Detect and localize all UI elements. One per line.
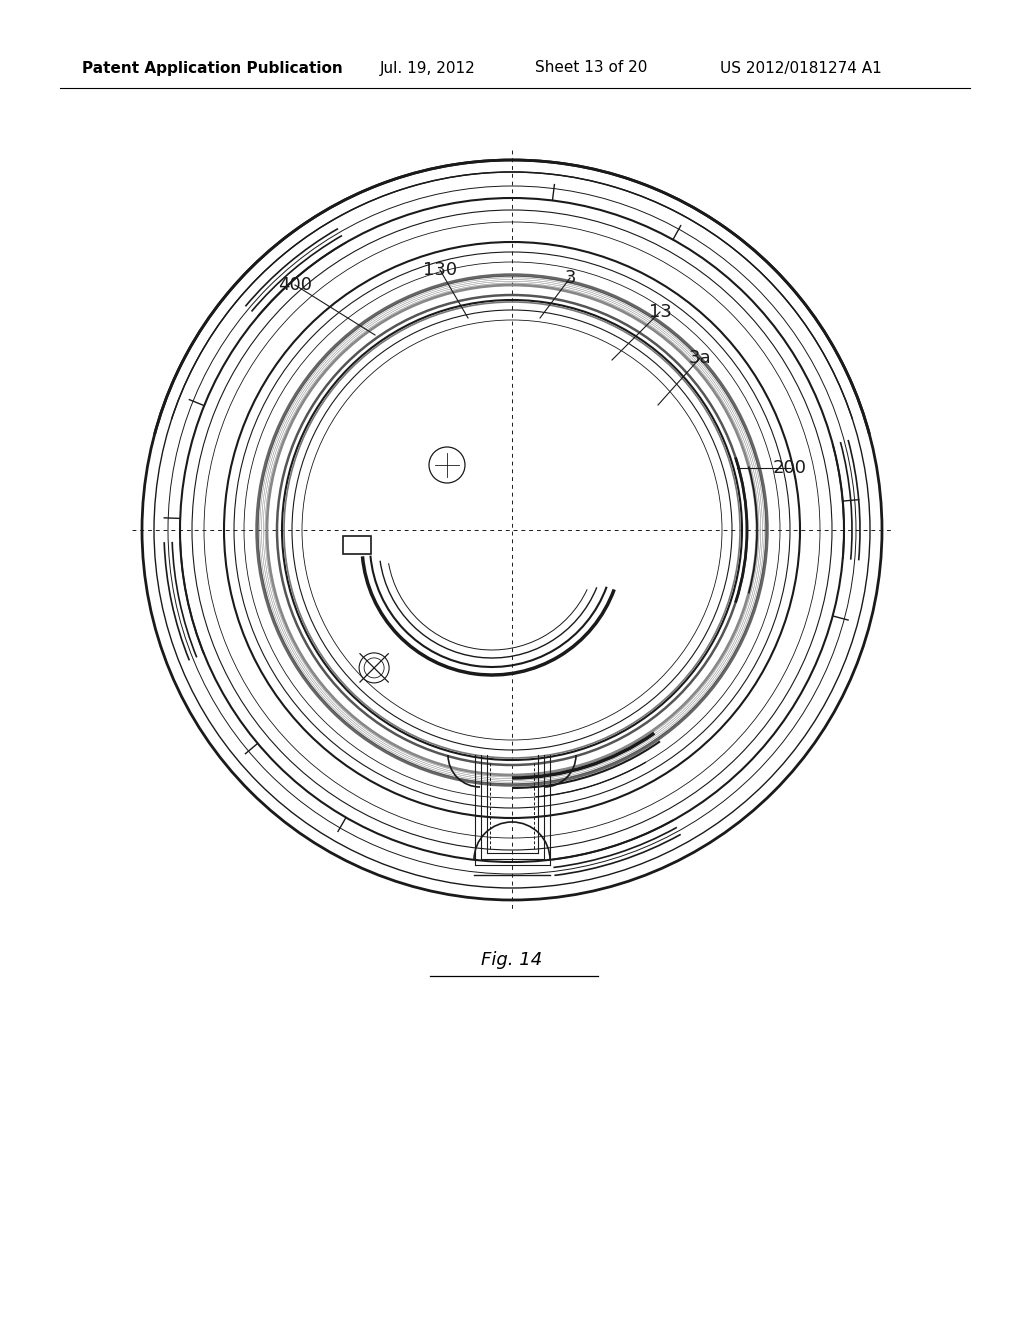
Text: 200: 200 (773, 459, 807, 477)
Text: 130: 130 (423, 261, 457, 279)
Text: Sheet 13 of 20: Sheet 13 of 20 (535, 61, 647, 75)
Text: US 2012/0181274 A1: US 2012/0181274 A1 (720, 61, 882, 75)
Text: Patent Application Publication: Patent Application Publication (82, 61, 343, 75)
Bar (343, 536, 371, 554)
Text: 400: 400 (278, 276, 312, 294)
Text: Jul. 19, 2012: Jul. 19, 2012 (380, 61, 476, 75)
Text: 3: 3 (564, 269, 575, 286)
Text: 13: 13 (648, 304, 672, 321)
Text: 3a: 3a (689, 348, 712, 367)
Text: Fig. 14: Fig. 14 (481, 950, 543, 969)
